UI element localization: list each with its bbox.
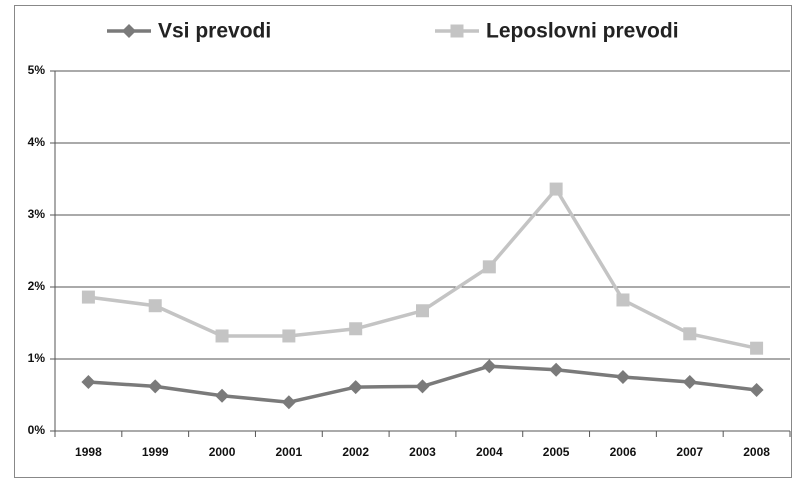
marker (215, 388, 230, 403)
x-tick-label: 1999 (142, 445, 169, 459)
x-tick-label: 2007 (676, 445, 703, 459)
chart-frame (14, 5, 792, 478)
legend-marker (122, 24, 136, 38)
marker (616, 293, 630, 307)
legend-label: Leposlovni prevodi (486, 20, 679, 43)
marker (348, 380, 363, 395)
marker (148, 379, 163, 394)
x-tick-label: 2003 (409, 445, 436, 459)
legend-label: Vsi prevodi (158, 20, 271, 43)
x-tick-label: 2005 (543, 445, 570, 459)
marker (215, 329, 229, 343)
marker (682, 375, 697, 390)
x-tick-label: 2001 (276, 445, 303, 459)
y-tick-label: 1% (28, 351, 46, 365)
x-tick-label: 1998 (75, 445, 102, 459)
y-tick-label: 4% (28, 135, 46, 149)
y-tick-label: 3% (28, 207, 46, 221)
marker (482, 260, 496, 274)
marker (81, 375, 96, 390)
legend-marker (450, 24, 464, 38)
x-tick-label: 2000 (209, 445, 236, 459)
y-tick-label: 0% (28, 423, 46, 437)
x-tick-label: 2008 (743, 445, 770, 459)
marker (615, 370, 630, 384)
marker (749, 382, 764, 397)
marker (148, 299, 162, 313)
marker (549, 182, 563, 196)
marker (81, 290, 95, 304)
marker (282, 329, 296, 343)
marker (683, 327, 697, 341)
x-tick-label: 2002 (342, 445, 369, 459)
x-tick-label: 2006 (610, 445, 637, 459)
marker (416, 304, 429, 318)
marker (482, 359, 497, 374)
marker (281, 395, 296, 410)
y-tick-label: 2% (28, 279, 46, 293)
marker (415, 379, 430, 394)
marker (549, 362, 564, 377)
x-tick-label: 2004 (476, 445, 503, 459)
marker (750, 341, 764, 355)
y-tick-label: 5% (28, 63, 46, 77)
marker (349, 322, 363, 336)
